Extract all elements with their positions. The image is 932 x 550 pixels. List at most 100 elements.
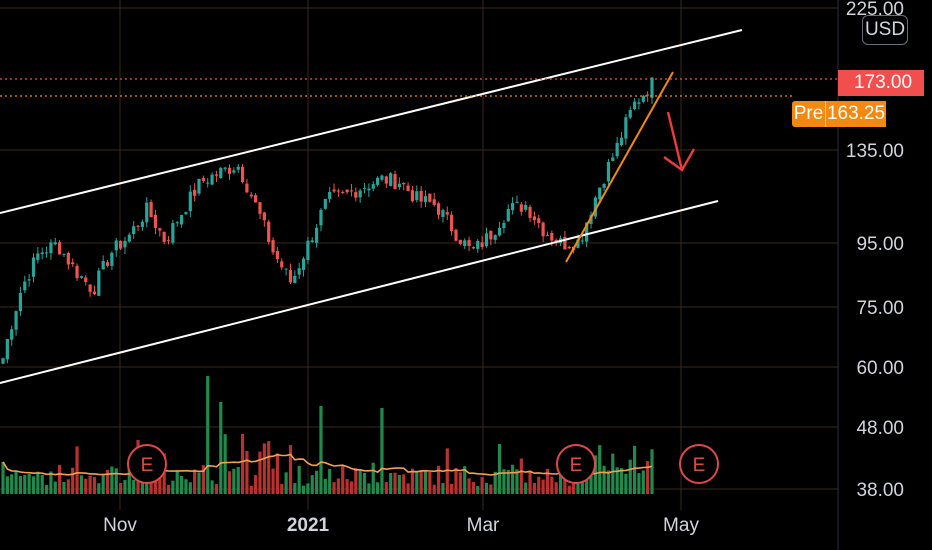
channel-upper-line[interactable] bbox=[0, 29, 743, 214]
volume-bar bbox=[454, 468, 458, 494]
volume-bar bbox=[62, 481, 66, 494]
volume-bar bbox=[306, 483, 310, 494]
candle-body bbox=[262, 212, 266, 221]
volume-bar bbox=[18, 475, 23, 494]
volume-bar bbox=[271, 468, 275, 494]
volume-bar bbox=[511, 464, 515, 494]
volume-bar bbox=[127, 465, 131, 494]
volume-bar bbox=[23, 475, 27, 494]
volume-bar bbox=[428, 471, 432, 494]
candle-body bbox=[362, 187, 367, 189]
candle-body bbox=[511, 203, 515, 211]
volume-bar bbox=[40, 474, 44, 494]
volume-bar bbox=[249, 485, 253, 494]
volume-bar bbox=[528, 470, 532, 494]
volume-bar bbox=[480, 477, 484, 494]
candle-body bbox=[393, 174, 397, 189]
y-tick-label: 38.00 bbox=[856, 480, 904, 501]
candle-body bbox=[323, 198, 327, 209]
volume-bar bbox=[345, 479, 349, 494]
candle-body bbox=[18, 292, 23, 312]
candle-body bbox=[127, 234, 131, 242]
candle-body bbox=[349, 190, 354, 192]
volume-bar bbox=[467, 478, 471, 494]
candle-body bbox=[467, 240, 471, 246]
candle-body bbox=[328, 191, 332, 199]
candle-body bbox=[62, 253, 66, 255]
candle-body bbox=[423, 196, 428, 203]
candle-body bbox=[53, 242, 57, 245]
candle-body bbox=[214, 174, 219, 176]
candle-body bbox=[650, 77, 654, 98]
volume-bar bbox=[280, 484, 284, 494]
candle-body bbox=[23, 281, 27, 291]
trend-line[interactable] bbox=[565, 71, 674, 263]
candle-body bbox=[236, 166, 240, 170]
y-tick-label: 95.00 bbox=[856, 234, 904, 255]
volume-bar bbox=[254, 475, 258, 494]
volume-bar bbox=[571, 479, 576, 494]
candle-body bbox=[641, 95, 645, 102]
candle-body bbox=[58, 242, 62, 255]
candle-body bbox=[1, 358, 5, 364]
volume-bar bbox=[267, 441, 271, 494]
currency-button[interactable]: USD bbox=[862, 15, 908, 45]
candle-body bbox=[149, 202, 153, 218]
volume-bar bbox=[606, 470, 611, 494]
volume-bar bbox=[471, 482, 476, 494]
candle-body bbox=[119, 240, 123, 249]
candle-body bbox=[201, 178, 205, 181]
volume-bar bbox=[358, 469, 362, 494]
volume-bars bbox=[1, 376, 654, 494]
volume-bar bbox=[297, 465, 301, 494]
last-price-tag: 173.00 bbox=[838, 70, 924, 96]
channel-lower-line[interactable] bbox=[0, 200, 719, 384]
volume-bar bbox=[506, 469, 510, 494]
volume-bar bbox=[637, 473, 641, 494]
volume-bar bbox=[628, 459, 632, 494]
volume-bar bbox=[397, 474, 401, 494]
volume-bar bbox=[554, 482, 558, 494]
volume-bar bbox=[598, 445, 602, 494]
candlesticks bbox=[1, 76, 654, 365]
volume-bar bbox=[362, 472, 367, 494]
candle-body bbox=[197, 178, 201, 194]
candle-body bbox=[345, 189, 349, 193]
volume-bar bbox=[201, 465, 205, 494]
candle-body bbox=[44, 252, 49, 254]
time-axis[interactable]: Nov 2021 Mar May bbox=[103, 515, 699, 536]
volume-bar bbox=[75, 446, 79, 494]
volume-bar bbox=[384, 482, 388, 494]
volume-bar bbox=[341, 465, 345, 494]
volume-bar bbox=[53, 481, 57, 494]
candle-body bbox=[628, 109, 632, 118]
candle-body bbox=[615, 142, 619, 157]
y-tick-label: 75.00 bbox=[856, 298, 904, 319]
volume-bar bbox=[641, 470, 645, 494]
volume-bar bbox=[114, 468, 118, 494]
candle-body bbox=[436, 203, 441, 215]
candle-body bbox=[132, 226, 136, 235]
y-tick-label: 48.00 bbox=[856, 418, 904, 439]
volume-bar bbox=[436, 465, 441, 494]
volume-bar bbox=[375, 482, 380, 494]
volume-bar bbox=[219, 402, 223, 494]
candle-body bbox=[480, 242, 484, 248]
earnings-marker-label: E bbox=[141, 455, 154, 476]
down-arrow-annotation[interactable] bbox=[663, 111, 696, 172]
volume-bar bbox=[123, 479, 127, 494]
volume-bar bbox=[580, 475, 584, 494]
candle-body bbox=[210, 174, 214, 185]
volume-bar bbox=[223, 434, 227, 494]
volume-bar bbox=[624, 473, 628, 494]
candle-body bbox=[389, 173, 393, 186]
candle-body bbox=[175, 222, 179, 224]
volume-bar bbox=[145, 474, 149, 494]
x-tick-label: May bbox=[663, 515, 699, 536]
volume-bar bbox=[14, 471, 18, 494]
volume-bar bbox=[171, 480, 175, 494]
candle-body bbox=[79, 276, 84, 278]
